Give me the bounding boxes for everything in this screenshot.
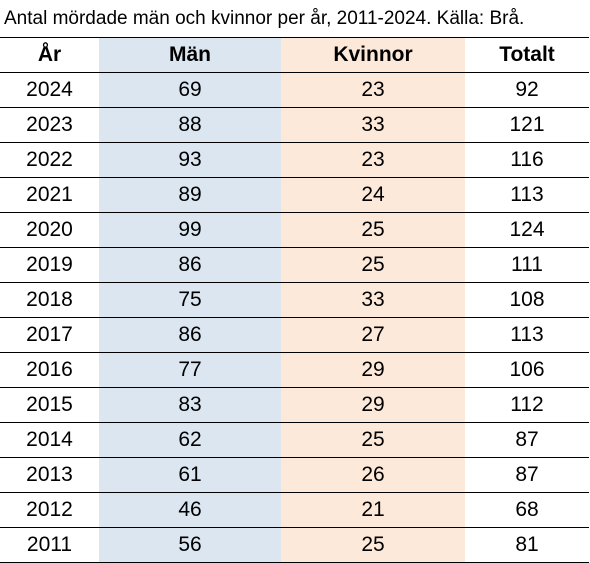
women-cell: 33 [281,282,465,318]
year-cell: 2013 [0,457,99,493]
table-row: 2020 99 25 124 [0,212,589,248]
men-cell: 83 [99,387,281,423]
total-cell: 116 [465,142,589,178]
table-row: 2015 83 29 112 [0,387,589,423]
year-cell: 2012 [0,492,99,528]
column-header-year: År [0,37,99,73]
table-row: 2012 46 21 68 [0,492,589,528]
header-row: År Män Kvinnor Totalt [0,37,589,73]
table-row: 2011 56 25 81 [0,527,589,563]
year-cell: 2020 [0,212,99,248]
year-cell: 2011 [0,527,99,563]
year-cell: 2023 [0,107,99,143]
total-cell: 113 [465,317,589,353]
table-row: 2023 88 33 121 [0,107,589,143]
men-cell: 77 [99,352,281,388]
total-cell: 113 [465,177,589,213]
men-cell: 61 [99,457,281,493]
women-cell: 29 [281,387,465,423]
year-cell: 2016 [0,352,99,388]
women-cell: 25 [281,247,465,283]
women-cell: 25 [281,212,465,248]
total-cell: 87 [465,422,589,458]
men-cell: 93 [99,142,281,178]
year-cell: 2018 [0,282,99,318]
table-row: 2014 62 25 87 [0,422,589,458]
year-cell: 2014 [0,422,99,458]
women-cell: 29 [281,352,465,388]
table-body: 2024 69 23 92 2023 88 33 121 2022 93 23 116 2021 89 24… [0,72,589,563]
men-cell: 62 [99,422,281,458]
women-cell: 25 [281,422,465,458]
men-cell: 56 [99,527,281,563]
men-cell: 99 [99,212,281,248]
table-row: 2017 86 27 113 [0,317,589,353]
table-row: 2024 69 23 92 [0,72,589,108]
total-cell: 111 [465,247,589,283]
men-cell: 75 [99,282,281,318]
murder-statistics-table: År Män Kvinnor Totalt 2024 69 23 92 2023 88 33… [0,37,589,563]
men-cell: 88 [99,107,281,143]
men-cell: 86 [99,317,281,353]
column-header-men: Män [99,37,281,73]
total-cell: 81 [465,527,589,563]
men-cell: 69 [99,72,281,108]
table-row: 2021 89 24 113 [0,177,589,213]
total-cell: 106 [465,352,589,388]
total-cell: 112 [465,387,589,423]
table-row: 2013 61 26 87 [0,457,589,493]
total-cell: 92 [465,72,589,108]
table-row: 2018 75 33 108 [0,282,589,318]
women-cell: 26 [281,457,465,493]
total-cell: 124 [465,212,589,248]
year-cell: 2015 [0,387,99,423]
year-cell: 2021 [0,177,99,213]
women-cell: 24 [281,177,465,213]
total-cell: 108 [465,282,589,318]
women-cell: 23 [281,72,465,108]
men-cell: 89 [99,177,281,213]
year-cell: 2017 [0,317,99,353]
total-cell: 68 [465,492,589,528]
column-header-women: Kvinnor [281,37,465,73]
women-cell: 27 [281,317,465,353]
total-cell: 121 [465,107,589,143]
men-cell: 46 [99,492,281,528]
women-cell: 21 [281,492,465,528]
women-cell: 25 [281,527,465,563]
table-row: 2022 93 23 116 [0,142,589,178]
table-row: 2019 86 25 111 [0,247,589,283]
column-header-total: Totalt [465,37,589,73]
women-cell: 23 [281,142,465,178]
year-cell: 2024 [0,72,99,108]
year-cell: 2022 [0,142,99,178]
table-title: Antal mördade män och kvinnor per år, 20… [4,8,525,29]
year-cell: 2019 [0,247,99,283]
men-cell: 86 [99,247,281,283]
women-cell: 33 [281,107,465,143]
total-cell: 87 [465,457,589,493]
table-row: 2016 77 29 106 [0,352,589,388]
